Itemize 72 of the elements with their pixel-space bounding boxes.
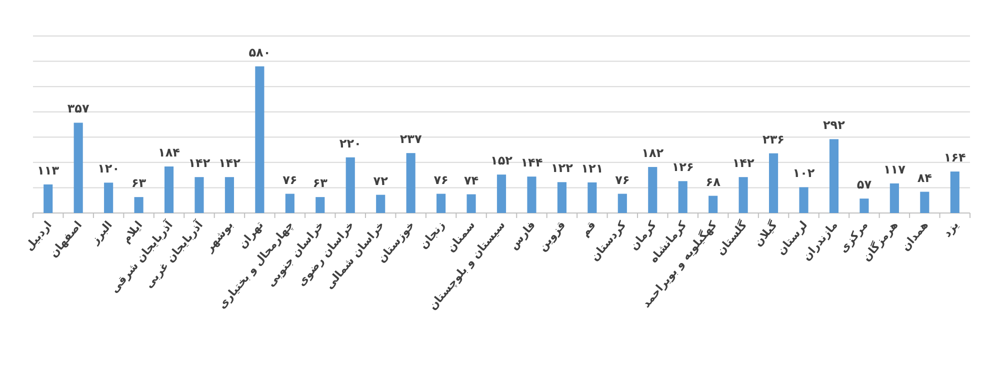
data-label: ۶۳: [131, 176, 147, 190]
data-label: ۱۸۴: [158, 145, 180, 160]
bar: [648, 166, 658, 213]
data-label: ۷۶: [282, 172, 298, 187]
data-label: ۱۵۲: [490, 154, 514, 168]
bar: [436, 194, 446, 213]
bar: [557, 182, 566, 213]
bar: [678, 181, 688, 213]
x-tick-label: قم: [578, 218, 598, 240]
data-label: ۱۲۱: [581, 161, 604, 176]
data-label: ۱۲۲: [550, 161, 574, 176]
data-label: ۷۶: [615, 172, 630, 187]
bar: [527, 176, 536, 213]
data-label: ۲۲۰: [339, 136, 362, 150]
data-label: ۱۱۳: [37, 163, 60, 178]
data-label: ۷۶: [434, 172, 448, 187]
bar: [950, 172, 960, 213]
bar: [738, 177, 748, 213]
bar: [134, 197, 144, 213]
bar: [194, 177, 204, 213]
bar: [285, 194, 294, 213]
bar: [496, 174, 506, 213]
bar: [829, 139, 839, 213]
data-label: ۷۴: [464, 173, 479, 188]
bar: [708, 196, 718, 213]
data-label: ۱۶۴: [944, 150, 966, 165]
data-label: ۳۵۷: [67, 102, 90, 116]
bar: [224, 177, 234, 213]
data-label: ۶۸: [706, 174, 722, 189]
bar: [376, 194, 386, 213]
data-label: ۵۷: [856, 178, 872, 192]
data-label: ۱۴۴: [520, 156, 543, 170]
data-label: ۱۲۰: [98, 162, 120, 176]
bar: [890, 183, 899, 213]
x-tick-label: گیلان: [751, 218, 780, 249]
data-label: ۵۸۰: [248, 45, 271, 60]
x-tick-label: همدان: [898, 218, 931, 254]
data-label: ۱۴۲: [732, 156, 755, 170]
x-tick-label: ایلام: [119, 218, 146, 246]
data-label: ۱۱۷: [883, 162, 906, 176]
data-label: ۱۲۶: [672, 160, 694, 174]
x-tick-label: یزد: [940, 218, 962, 240]
data-label: ۱۸۲: [642, 146, 664, 160]
bar: [799, 187, 808, 213]
bar: [920, 192, 930, 213]
data-label: ۶۳: [312, 176, 328, 190]
bar: [860, 198, 869, 213]
data-label: ۲۹۲: [822, 118, 846, 132]
bar: [255, 66, 264, 213]
x-tick-label: البرز: [88, 218, 115, 248]
bar: [466, 194, 476, 213]
bar: [588, 182, 597, 213]
x-tick-label: فارس: [506, 218, 538, 252]
bar: [74, 122, 83, 213]
bar: [618, 194, 627, 213]
data-label: ۱۴۲: [188, 156, 211, 170]
bar: [346, 157, 355, 213]
bar: [406, 153, 416, 213]
bar: [104, 182, 114, 213]
data-label: ۱۴۲: [218, 156, 242, 170]
bar: [44, 184, 53, 213]
data-label: ۸۴: [917, 170, 932, 185]
x-tick-label: بوشهر: [202, 218, 236, 256]
bar: [316, 197, 325, 213]
bar: [769, 153, 778, 213]
data-label: ۲۳۶: [762, 132, 785, 146]
data-label: ۱۰۲: [792, 166, 816, 180]
data-label: ۲۳۷: [400, 132, 422, 146]
data-label: ۷۲: [373, 174, 389, 188]
x-tick-label: اردبیل: [22, 218, 54, 254]
bar: [164, 166, 174, 213]
x-tick-label: قزوین: [536, 218, 568, 254]
